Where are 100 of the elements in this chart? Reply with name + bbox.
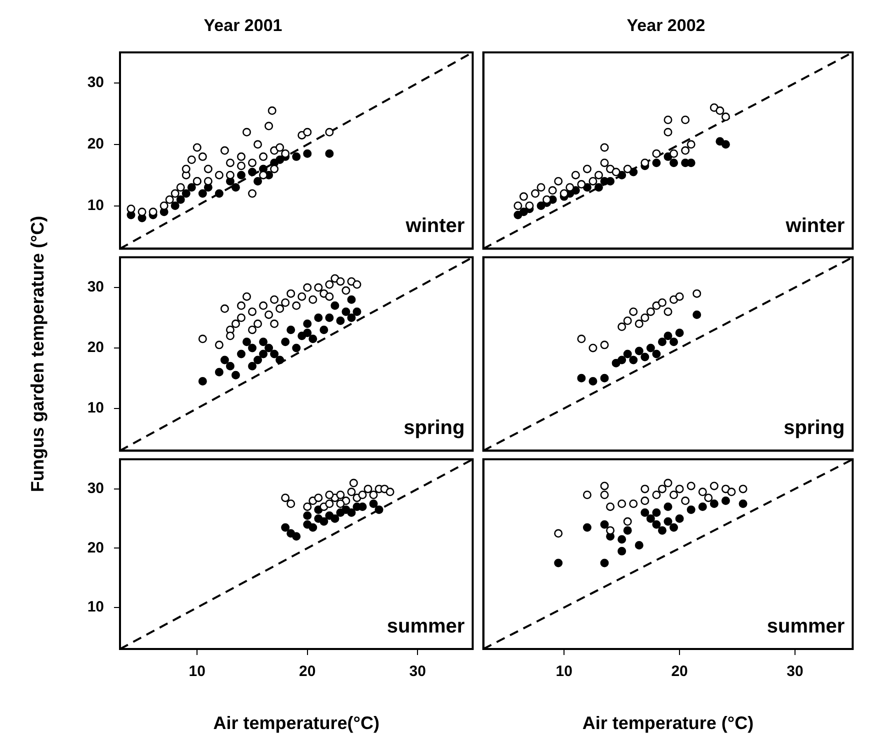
point [236,152,246,161]
point [236,313,246,322]
point [248,189,257,198]
point [276,356,284,364]
point [571,170,580,180]
point [710,482,718,490]
point [292,301,301,310]
point [198,189,207,198]
point [259,301,268,310]
point [698,488,707,496]
point [646,307,655,316]
y-tick-label: 20 [87,339,104,356]
point [670,158,678,168]
point [369,500,378,508]
point [231,370,240,380]
point [629,356,638,364]
point [231,183,240,192]
point [577,374,586,382]
point [182,189,190,198]
point [303,328,312,338]
annotation: winter [784,215,845,238]
point [670,338,678,346]
chart-title: Year 2002 [626,16,706,35]
annotation: spring [404,417,465,440]
point [640,508,650,517]
point [704,494,713,502]
point [320,517,328,526]
point [721,140,730,149]
point [600,374,609,382]
point [236,170,246,180]
point [594,183,603,192]
point [270,320,279,328]
point [530,189,540,198]
point [342,286,350,295]
point [670,295,678,304]
point [386,488,394,496]
point [594,170,603,180]
point [268,106,276,115]
point [664,128,672,136]
point [226,362,234,370]
point [281,149,290,158]
point [325,280,334,289]
point [242,338,251,346]
point [640,496,650,506]
point [347,508,356,517]
point [618,546,626,556]
point [352,307,362,316]
point [623,526,632,535]
y-tick-label: 30 [87,278,104,296]
point [248,158,257,168]
y-axis-title: Fungus garden temperature (°C) [28,216,48,492]
point [303,283,312,292]
point [286,326,296,334]
point [681,146,690,155]
point [176,195,185,204]
point [652,149,661,158]
point [536,183,546,192]
point [352,280,362,289]
point [618,322,626,332]
point [618,500,626,508]
point [187,156,196,164]
point [170,202,180,210]
x-tick-label: 20 [671,663,688,680]
point [325,490,334,500]
chart-title: Year 2001 [204,16,282,35]
point [286,500,296,508]
point [652,490,661,500]
point [220,304,229,313]
point [281,523,290,532]
point [358,490,367,500]
point [314,494,323,502]
point [519,192,528,201]
point [600,490,609,500]
point [276,304,284,313]
point [347,295,356,304]
point [721,112,730,122]
point [220,356,229,364]
point [652,350,661,358]
point [664,517,672,526]
point [646,514,655,523]
point [738,484,748,494]
x-tick-label: 10 [188,663,206,680]
point [588,344,598,352]
point [664,478,672,488]
point [652,158,661,168]
point [692,289,702,298]
x-tick-label: 30 [786,663,804,680]
point [588,176,598,186]
point [276,143,284,152]
point [554,558,563,568]
point [308,295,318,304]
point [342,307,350,316]
point [214,189,224,198]
point [330,514,340,523]
point [226,158,234,168]
point [582,490,592,500]
point [214,340,224,350]
point [658,526,666,535]
point [214,368,224,376]
point [612,168,620,176]
